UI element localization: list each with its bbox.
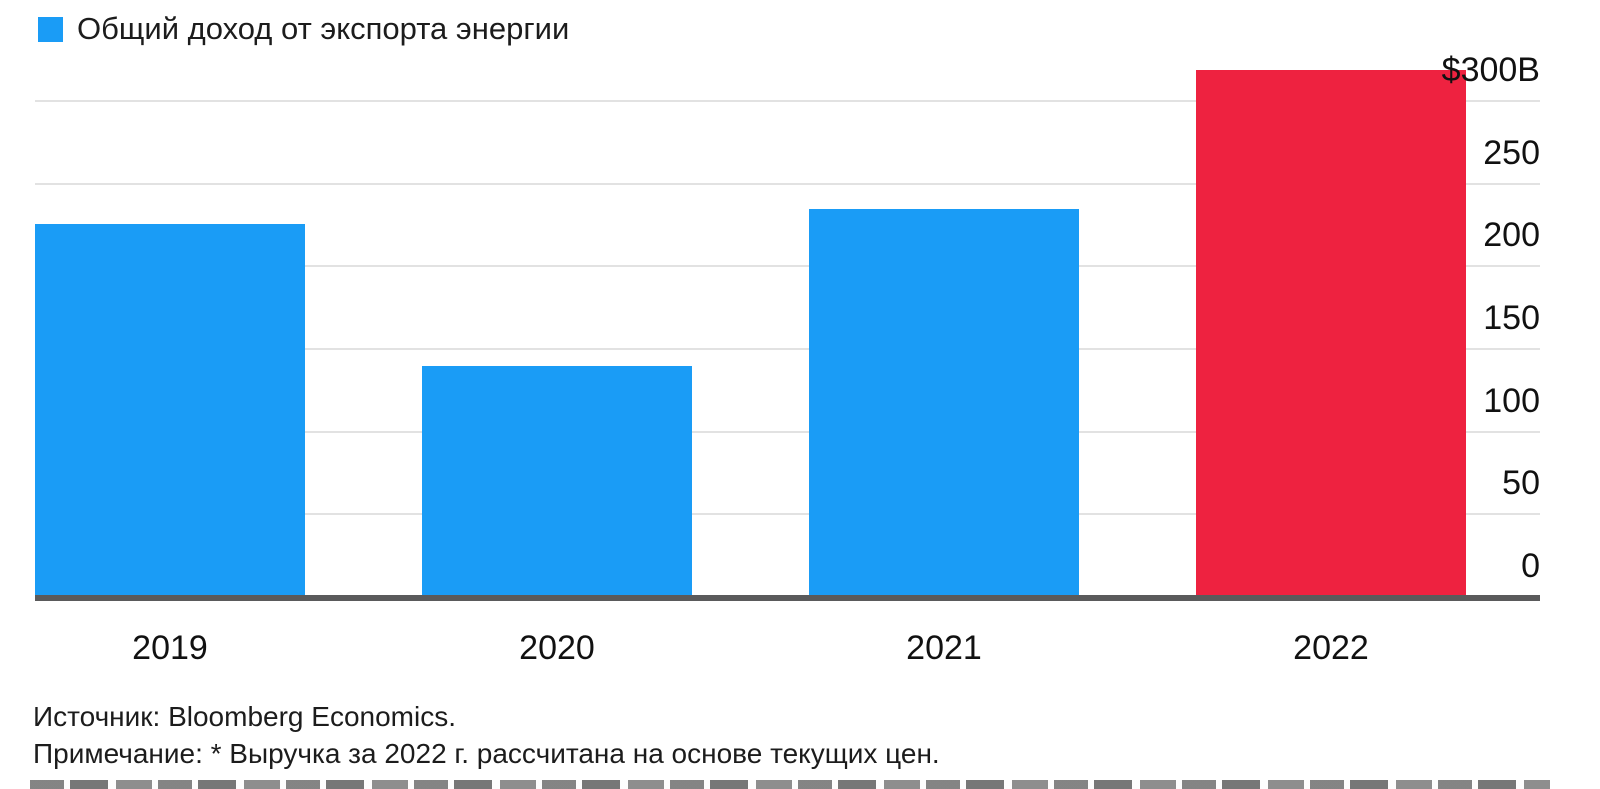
- method-note: Примечание: * Выручка за 2022 г. рассчит…: [33, 738, 940, 769]
- footer: Источник: Bloomberg Economics. Примечани…: [33, 698, 940, 772]
- gridline-250: [35, 182, 1540, 185]
- legend-label: Общий доход от экспорта энергии: [77, 11, 570, 46]
- bar-2021: [809, 209, 1079, 601]
- x-axis-label-2022: 2022: [1293, 629, 1369, 667]
- bar-2019: [35, 224, 305, 601]
- source-note: Источник: Bloomberg Economics.: [33, 701, 456, 732]
- cropped-bottom-text-strip: [30, 780, 1550, 789]
- y-tick-label-150: 150: [1483, 299, 1540, 337]
- y-tick-label-200: 200: [1483, 216, 1540, 255]
- x-axis-label-2021: 2021: [906, 629, 982, 667]
- gridline-200: [35, 265, 1540, 268]
- y-tick-label-100: 100: [1483, 381, 1540, 420]
- legend: Общий доход от экспорта энергии: [38, 12, 569, 46]
- y-tick-label-50: 50: [1502, 464, 1540, 503]
- gridline-100: [35, 430, 1540, 433]
- legend-color-swatch: [38, 16, 63, 42]
- y-tick-label-250: 250: [1483, 133, 1540, 172]
- bar-2020: [422, 366, 692, 601]
- gridline-50: [35, 513, 1540, 516]
- y-tick-label-300: $300B: [1441, 51, 1540, 89]
- bar-2022: [1196, 70, 1466, 601]
- gridline-300: [35, 100, 1540, 102]
- x-axis-line: [35, 595, 1540, 601]
- x-axis-label-2019: 2019: [132, 629, 208, 667]
- y-tick-label-0: 0: [1521, 547, 1540, 585]
- gridline-150: [35, 348, 1540, 350]
- x-axis-label-2020: 2020: [519, 629, 595, 667]
